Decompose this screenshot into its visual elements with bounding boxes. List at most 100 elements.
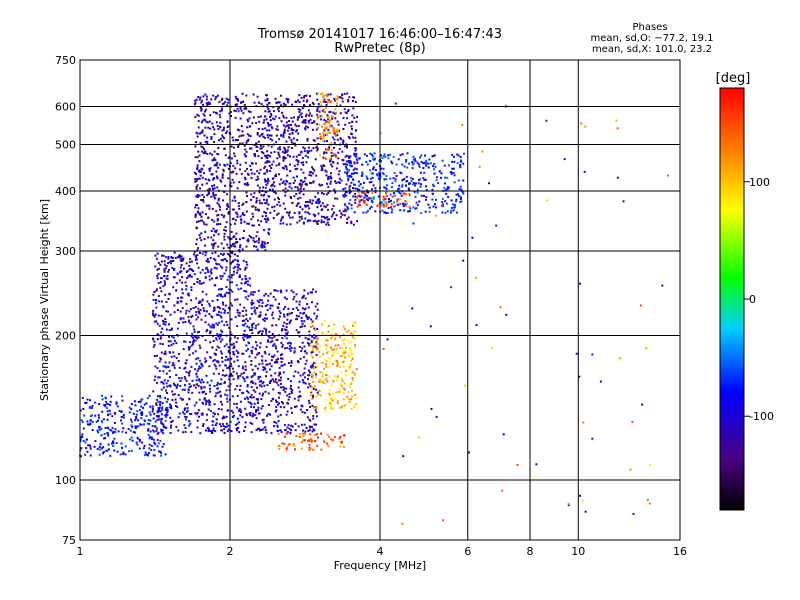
data-point [249, 293, 252, 296]
data-point [189, 267, 192, 270]
data-point [163, 260, 166, 263]
data-point [260, 398, 263, 400]
data-point [391, 195, 394, 198]
data-point [99, 443, 102, 446]
data-point [310, 386, 313, 389]
data-point [344, 123, 347, 126]
data-point [333, 188, 336, 191]
data-point [252, 414, 255, 417]
data-point [354, 344, 356, 347]
data-point [157, 295, 160, 298]
data-point [205, 223, 208, 226]
data-point [212, 239, 215, 242]
data-point [256, 133, 259, 136]
data-point [120, 442, 123, 445]
data-point [450, 171, 453, 174]
data-point [220, 293, 222, 296]
data-point [333, 397, 336, 400]
data-point [305, 125, 308, 128]
data-point [451, 167, 454, 170]
data-point [317, 127, 320, 129]
data-point [214, 98, 217, 101]
data-point [329, 346, 332, 349]
data-point [303, 104, 305, 106]
data-point [228, 365, 231, 368]
data-point [251, 162, 254, 165]
data-point [346, 218, 349, 221]
data-point [206, 153, 209, 155]
data-point [184, 384, 186, 387]
data-point [268, 336, 271, 339]
data-point [455, 200, 457, 203]
data-point [202, 391, 204, 394]
data-point [393, 201, 396, 204]
data-point [267, 412, 270, 415]
data-point [221, 140, 224, 143]
data-point [273, 361, 276, 364]
data-point [210, 379, 213, 382]
data-point [261, 428, 264, 431]
data-point [160, 422, 163, 425]
data-point [343, 195, 346, 198]
data-point [194, 206, 197, 209]
data-point [336, 128, 339, 131]
data-point [272, 356, 275, 358]
data-point [350, 161, 352, 164]
data-point [266, 97, 269, 100]
data-point [349, 198, 352, 201]
data-point [254, 208, 257, 211]
data-point [321, 361, 324, 364]
data-point [243, 220, 246, 223]
data-point [320, 448, 323, 451]
data-point [284, 156, 287, 159]
data-point [212, 192, 215, 195]
data-point [187, 292, 190, 295]
data-point [428, 158, 431, 161]
data-point [269, 380, 272, 383]
data-point [211, 153, 214, 156]
data-point [266, 156, 269, 159]
data-point [277, 384, 280, 387]
data-point [278, 183, 281, 186]
data-point [205, 400, 208, 403]
data-point [275, 173, 277, 176]
data-point [231, 199, 234, 202]
data-point [107, 427, 110, 430]
data-point [170, 424, 173, 427]
data-point [282, 386, 285, 389]
data-point [165, 256, 168, 259]
data-point [441, 201, 444, 204]
data-point [355, 368, 358, 371]
data-point [219, 390, 222, 393]
data-point [214, 230, 217, 233]
data-point [244, 155, 247, 158]
data-point [440, 172, 443, 175]
data-point [223, 164, 226, 166]
data-point [234, 167, 237, 170]
data-point [272, 398, 275, 401]
data-point [227, 212, 230, 215]
data-point [200, 362, 203, 365]
data-point [364, 192, 367, 194]
data-point [464, 384, 467, 387]
data-point [196, 167, 198, 170]
data-point [392, 192, 395, 194]
data-point [233, 235, 235, 238]
data-point [344, 155, 347, 158]
data-point [268, 129, 271, 132]
data-point [258, 363, 261, 366]
data-point [346, 339, 349, 342]
data-point [303, 180, 306, 183]
data-point [387, 157, 390, 160]
data-point [213, 308, 216, 311]
data-point [243, 319, 246, 322]
data-point [195, 379, 198, 382]
data-point [285, 413, 288, 416]
data-point [266, 303, 269, 306]
data-point [188, 261, 191, 264]
data-point [231, 304, 234, 307]
x-tick-label: 10 [571, 545, 585, 558]
data-point [264, 127, 267, 130]
data-point [319, 204, 322, 207]
data-point [307, 429, 310, 432]
